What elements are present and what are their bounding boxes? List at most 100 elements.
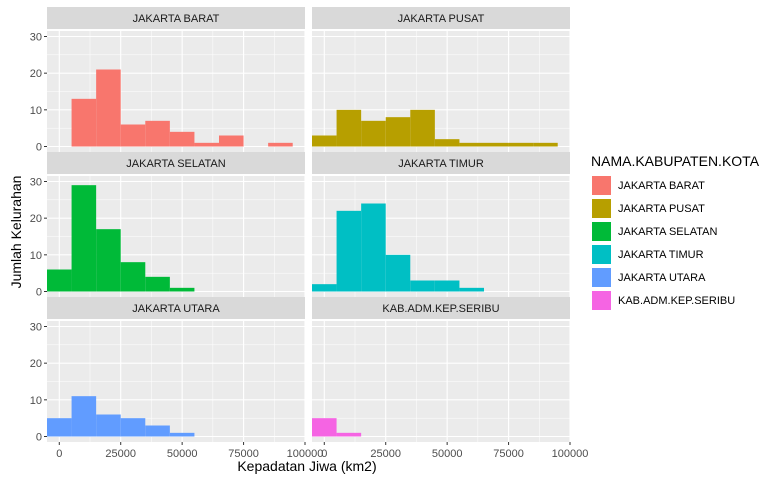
legend-item-jakarta-utara: JAKARTA UTARA bbox=[591, 266, 776, 289]
histogram-bar bbox=[484, 142, 509, 147]
facet-title-jakarta-selatan: JAKARTA SELATAN bbox=[126, 158, 225, 170]
facet-jakarta-utara: JAKARTA UTARA 0 10 20 30 0 25000 50000 75000 1000… bbox=[30, 297, 324, 460]
x-tick-label: 100000 bbox=[287, 448, 324, 460]
legend-label: JAKARTA BARAT bbox=[618, 179, 705, 192]
histogram-bar bbox=[508, 142, 534, 147]
facet-strip-jakarta-pusat bbox=[312, 7, 570, 29]
histogram-bar bbox=[336, 210, 362, 292]
y-tick-label: 20 bbox=[30, 358, 42, 370]
legend-item-jakarta-timur: JAKARTA TIMUR bbox=[591, 243, 776, 266]
histogram-bar bbox=[459, 142, 484, 147]
histogram-bar bbox=[145, 276, 170, 292]
facet-title-jakarta-timur: JAKARTA TIMUR bbox=[398, 158, 484, 170]
legend-item-jakarta-selatan: JAKARTA SELATAN bbox=[591, 220, 776, 243]
histogram-bar bbox=[385, 117, 411, 147]
facet-title-jakarta-barat: JAKARTA BARAT bbox=[133, 13, 220, 25]
y-tick-label: 0 bbox=[36, 142, 42, 154]
histogram-bar bbox=[169, 131, 195, 147]
facet-jakarta-barat: JAKARTA BARAT 0 10 20 30 bbox=[30, 7, 306, 154]
histogram-bar bbox=[71, 98, 97, 147]
x-tick-label: 25000 bbox=[370, 448, 401, 460]
x-tick-label: 50000 bbox=[167, 448, 198, 460]
y-tick-label: 10 bbox=[30, 395, 42, 407]
y-tick-label: 20 bbox=[30, 68, 42, 80]
facet-strip-jakarta-timur bbox=[312, 152, 570, 174]
histogram-bar bbox=[96, 414, 121, 437]
histogram-bar bbox=[312, 135, 337, 147]
histogram-bar bbox=[145, 120, 170, 147]
histogram-bar bbox=[336, 432, 362, 437]
x-tick-label: 100000 bbox=[552, 448, 589, 460]
legend-label: JAKARTA UTARA bbox=[618, 271, 706, 284]
y-tick-label: 10 bbox=[30, 250, 42, 262]
legend-swatch bbox=[591, 267, 612, 288]
histogram-bar bbox=[96, 229, 121, 292]
y-tick-label: 30 bbox=[30, 177, 42, 189]
histogram-bar bbox=[145, 425, 170, 437]
histogram-bar bbox=[120, 124, 146, 147]
histogram-bar bbox=[385, 254, 411, 292]
facet-strip-jakarta-utara bbox=[47, 297, 305, 319]
histogram-bar bbox=[410, 280, 435, 292]
histogram-bar bbox=[312, 418, 337, 437]
x-tick-label: 75000 bbox=[228, 448, 259, 460]
y-tick-label: 10 bbox=[30, 105, 42, 117]
histogram-bar bbox=[336, 109, 362, 147]
facet-strip-jakarta-selatan bbox=[47, 152, 305, 174]
legend-swatch bbox=[591, 221, 612, 242]
histogram-bar bbox=[169, 287, 195, 292]
histogram-bar bbox=[410, 109, 435, 147]
facet-title-jakarta-pusat: JAKARTA PUSAT bbox=[398, 13, 485, 25]
facet-title-jakarta-utara: JAKARTA UTARA bbox=[132, 303, 220, 315]
y-tick-label: 20 bbox=[30, 213, 42, 225]
histogram-bar bbox=[71, 185, 97, 292]
histogram-bar bbox=[361, 120, 386, 147]
histogram-bar bbox=[194, 142, 219, 147]
histogram-bar bbox=[434, 139, 460, 147]
legend-item-kab-adm-kep-seribu: KAB.ADM.KEP.SERIBU bbox=[591, 289, 776, 312]
histogram-bar bbox=[434, 280, 460, 292]
legend-swatch bbox=[591, 290, 612, 311]
legend-swatch bbox=[591, 175, 612, 196]
histogram-bar bbox=[96, 69, 121, 147]
legend-label: JAKARTA SELATAN bbox=[618, 225, 718, 238]
x-tick-label: 75000 bbox=[493, 448, 524, 460]
histogram-bar bbox=[219, 135, 244, 147]
facet-strip-jakarta-barat bbox=[47, 7, 305, 29]
legend-title: NAMA.KABUPATEN.KOTA bbox=[591, 153, 760, 169]
legend-label: KAB.ADM.KEP.SERIBU bbox=[618, 294, 736, 307]
histogram-bar bbox=[169, 432, 195, 437]
x-tick-label: 50000 bbox=[432, 448, 463, 460]
histogram-bar bbox=[268, 142, 293, 147]
legend-items: JAKARTA BARAT JAKARTA PUSAT JAKARTA SELATA… bbox=[591, 174, 776, 312]
histogram-bar bbox=[120, 418, 146, 437]
x-tick-label: 0 bbox=[321, 448, 327, 460]
y-tick-label: 30 bbox=[30, 322, 42, 334]
histogram-bar bbox=[533, 142, 558, 147]
y-tick-label: 0 bbox=[36, 432, 42, 444]
facet-title-kab-adm-kep-seribu: KAB.ADM.KEP.SERIBU bbox=[382, 303, 499, 315]
y-tick-label: 30 bbox=[30, 32, 42, 44]
facet-strip-kab-adm-kep-seribu bbox=[312, 297, 570, 319]
facet-jakarta-timur: JAKARTA TIMUR bbox=[312, 152, 571, 297]
legend-label: JAKARTA PUSAT bbox=[618, 202, 705, 215]
x-tick-label: 25000 bbox=[105, 448, 136, 460]
y-tick-label: 0 bbox=[36, 287, 42, 299]
histogram-bar bbox=[459, 287, 484, 292]
histogram-bar bbox=[71, 396, 97, 437]
legend-label: JAKARTA TIMUR bbox=[618, 248, 704, 261]
legend: NAMA.KABUPATEN.KOTA JAKARTA BARAT JAKARTA… bbox=[591, 152, 776, 312]
histogram-bar bbox=[312, 284, 337, 292]
legend-item-jakarta-pusat: JAKARTA PUSAT bbox=[591, 197, 776, 220]
x-axis-title: Kepadatan Jiwa (km2) bbox=[237, 458, 376, 474]
x-tick-label: 0 bbox=[56, 448, 62, 460]
facet-jakarta-pusat: JAKARTA PUSAT bbox=[312, 7, 571, 152]
histogram-bar bbox=[120, 262, 146, 292]
legend-item-jakarta-barat: JAKARTA BARAT bbox=[591, 174, 776, 197]
facet-jakarta-selatan: JAKARTA SELATAN 0 10 20 30 bbox=[30, 152, 306, 299]
histogram-bar bbox=[47, 418, 72, 437]
facet-kab-adm-kep-seribu: KAB.ADM.KEP.SERIBU 0 25000 50000 75000 100000 bbox=[312, 297, 588, 460]
histogram-bar bbox=[361, 203, 386, 292]
